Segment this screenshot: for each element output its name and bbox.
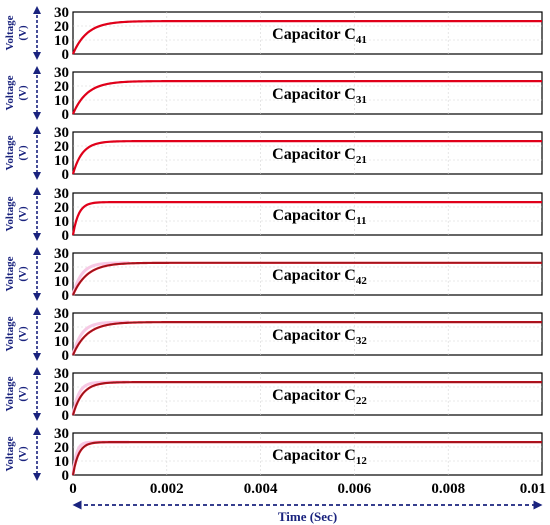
panel-title: Capacitor C42 [272, 267, 367, 287]
y-axis-unit: (V) [17, 85, 29, 101]
y-tick-label: 20 [54, 380, 69, 396]
panel-subscript: 31 [356, 94, 367, 106]
y-tick-label: 20 [54, 440, 69, 456]
y-axis-unit: (V) [17, 266, 29, 282]
x-axis-label: Time (Sec) [278, 509, 337, 524]
voltage-series-31 [71, 79, 542, 115]
y-tick-label: 10 [54, 93, 69, 109]
panel-title: Capacitor C32 [272, 327, 367, 347]
panel-subscript: 11 [356, 215, 366, 227]
panel-subscript: 32 [356, 335, 368, 347]
panel-subscript: 12 [356, 455, 368, 467]
panel-frame [72, 192, 543, 236]
x-tick-label: 0.01 [520, 481, 546, 497]
y-axis-label: Voltage [4, 196, 16, 231]
y-tick-label: 10 [54, 274, 69, 290]
y-tick-label: 0 [62, 167, 70, 183]
voltage-series-41 [71, 20, 542, 55]
y-axis-unit: (V) [17, 25, 29, 41]
y-axis-unit: (V) [17, 326, 29, 342]
y-axis-label: Voltage [4, 316, 16, 351]
y-tick-label: 10 [54, 33, 69, 49]
voltage-series-overlay [72, 262, 542, 296]
y-axis-label: Voltage [4, 135, 16, 170]
y-tick-label: 0 [62, 107, 70, 123]
y-tick-label: 20 [54, 200, 69, 216]
y-tick-label: 10 [54, 394, 69, 410]
y-axis-unit: (V) [17, 145, 29, 161]
voltage-series-overlay [72, 441, 542, 476]
y-tick-label: 0 [62, 348, 70, 364]
y-tick-label: 20 [54, 19, 69, 35]
y-tick-label: 20 [54, 260, 69, 276]
panel-subscript: 41 [356, 34, 367, 46]
panel-title: Capacitor C22 [272, 387, 367, 407]
y-tick-label: 10 [54, 214, 69, 230]
x-tick-label: 0.008 [431, 481, 465, 497]
x-tick-label: 0.002 [150, 481, 184, 497]
y-axis-unit: (V) [17, 386, 29, 402]
y-axis-label: Voltage [4, 376, 16, 411]
panel-frame [72, 11, 543, 55]
panel-title: Capacitor C11 [272, 207, 366, 227]
panel-subscript: 42 [356, 275, 368, 287]
y-tick-label: 0 [62, 47, 70, 63]
panel-title: Capacitor C31 [272, 86, 367, 106]
y-axis-unit: (V) [17, 206, 29, 222]
x-axis: 0 0.002 0.004 0.006 0.008 0.01 Time (Sec) [69, 481, 546, 524]
panel-title: Capacitor C41 [272, 26, 367, 46]
x-tick-label: 0.004 [244, 481, 278, 497]
panel-subscript: 22 [356, 395, 368, 407]
voltage-series-overlay [72, 321, 542, 356]
y-tick-label: 30 [54, 426, 69, 442]
y-tick-label: 30 [54, 306, 69, 322]
voltage-series-21 [71, 140, 542, 175]
y-tick-label: 30 [54, 125, 69, 141]
panel-frame [72, 372, 543, 416]
y-axis-unit: (V) [17, 446, 29, 462]
y-tick-label: 10 [54, 334, 69, 350]
y-tick-label: 30 [54, 246, 69, 262]
y-axis-label: Voltage [4, 15, 16, 50]
y-tick-label: 30 [54, 186, 69, 202]
panel-frame [72, 252, 543, 296]
y-axis-label: Voltage [4, 436, 16, 471]
panel-frame [72, 71, 543, 115]
y-tick-label: 0 [62, 408, 70, 424]
panel-frame [72, 432, 543, 476]
panel-frame [72, 131, 543, 175]
y-axis-label: Voltage [4, 75, 16, 110]
panel-title: Capacitor C21 [272, 146, 367, 166]
y-tick-label: 0 [62, 468, 70, 484]
y-tick-label: 0 [62, 288, 70, 304]
y-tick-label: 20 [54, 320, 69, 336]
voltage-series-overlay [72, 381, 542, 416]
y-tick-label: 20 [54, 79, 69, 95]
panel-frame [72, 312, 543, 356]
y-tick-label: 10 [54, 454, 69, 470]
voltage-series-11 [71, 201, 542, 236]
y-tick-label: 30 [54, 65, 69, 81]
y-tick-label: 0 [62, 228, 70, 244]
panel-subscript: 21 [356, 154, 367, 166]
panel-title: Capacitor C12 [272, 447, 367, 467]
y-tick-label: 30 [54, 5, 69, 21]
y-tick-label: 30 [54, 366, 69, 382]
y-axis-label: Voltage [4, 256, 16, 291]
x-tick-label: 0.006 [338, 481, 372, 497]
x-tick-label: 0 [69, 481, 77, 497]
y-tick-label: 20 [54, 139, 69, 155]
y-tick-label: 10 [54, 153, 69, 169]
